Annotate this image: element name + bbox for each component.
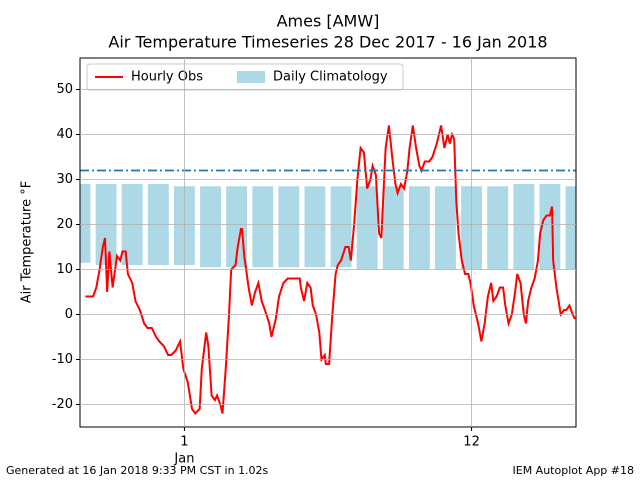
climatology-bar xyxy=(513,184,535,270)
climatology-bar xyxy=(252,186,274,268)
climatology-bar xyxy=(539,184,561,270)
legend-label: Daily Climatology xyxy=(273,70,388,85)
y-tick-label: 10 xyxy=(56,262,73,277)
climatology-bar xyxy=(356,186,378,270)
footer-left: Generated at 16 Jan 2018 9:33 PM CST in … xyxy=(6,464,269,477)
climatology-bar xyxy=(304,186,326,268)
bars-layer xyxy=(80,184,576,270)
y-tick-label: 20 xyxy=(56,217,73,232)
climatology-bar xyxy=(200,186,221,268)
lines-layer xyxy=(80,125,576,416)
legend-label: Hourly Obs xyxy=(131,70,203,85)
x-tick-label: 1 xyxy=(180,435,188,450)
climatology-bar xyxy=(330,186,352,268)
y-tick-label: 30 xyxy=(56,172,73,187)
y-tick-label: 40 xyxy=(56,127,73,142)
legend-swatch xyxy=(237,71,266,83)
footer-right: IEM Autoplot App #18 xyxy=(513,464,635,477)
y-tick-label: 50 xyxy=(56,82,73,97)
climatology-bar xyxy=(435,186,456,270)
y-axis-label: Air Temperature °F xyxy=(20,181,35,303)
temperature-line xyxy=(85,125,576,416)
chart-title: Ames [AMW] xyxy=(277,12,380,31)
chart-subtitle: Air Temperature Timeseries 28 Dec 2017 -… xyxy=(108,33,547,52)
y-tick-label: -20 xyxy=(52,397,73,412)
front-layer: Hourly Obs Daily Climatology xyxy=(79,57,577,428)
x-tick-label: 12 xyxy=(463,435,480,450)
y-tick-label: -10 xyxy=(52,352,73,367)
climatology-bar xyxy=(487,186,509,270)
plot-frame xyxy=(79,57,577,428)
climatology-bar xyxy=(565,186,576,270)
climatology-bar xyxy=(278,186,300,268)
x-tick-sublabel: Jan xyxy=(173,452,194,467)
climatology-bar xyxy=(408,186,430,270)
climatology-bar xyxy=(80,184,91,263)
climatology-bar xyxy=(226,186,248,268)
y-tick-label: 0 xyxy=(65,307,73,322)
climatology-bar xyxy=(382,186,404,270)
